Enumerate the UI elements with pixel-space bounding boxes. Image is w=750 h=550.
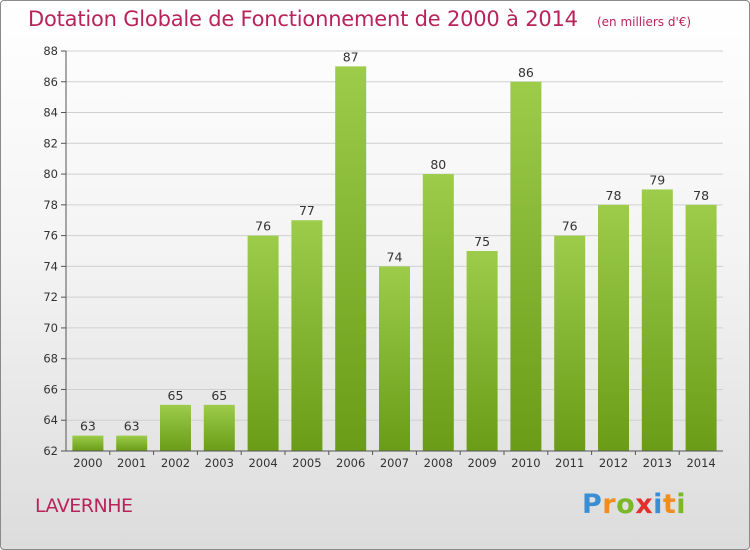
data-label: 63	[124, 419, 140, 434]
bars: 63 63 65 65 76 77 87 74 80 75 86 76 78 79 78	[72, 49, 717, 452]
y-tick-label: 86	[43, 75, 58, 89]
bar-2006	[335, 66, 367, 451]
y-tick-label: 82	[43, 136, 58, 150]
logo-letter: x	[635, 489, 654, 520]
bar-2013	[641, 189, 673, 451]
data-label: 80	[430, 157, 446, 172]
bar-2004	[247, 235, 279, 451]
x-tick-label: 2006	[336, 456, 365, 470]
logo-letter: P	[582, 489, 603, 520]
x-tick-label: 2002	[161, 456, 190, 470]
bar-2014	[685, 204, 717, 451]
bar-2001	[116, 435, 148, 451]
x-tick-label: 2012	[599, 456, 628, 470]
y-tick-label: 80	[43, 167, 58, 181]
logo-letter: i	[653, 489, 663, 520]
x-tick-label: 2007	[380, 456, 409, 470]
bar-2005	[291, 220, 323, 451]
bar-2010	[510, 81, 542, 452]
data-label: 86	[518, 65, 534, 80]
axes: 62 64 66 68 70 72 74 76 78 80 82 84 86 88 2000 2001 2002…	[43, 44, 723, 470]
x-tick-label: 2013	[643, 456, 672, 470]
data-label: 74	[387, 249, 403, 264]
data-label: 79	[649, 172, 665, 187]
data-label: 76	[255, 219, 271, 234]
x-tick-label: 2001	[117, 456, 146, 470]
bar-2012	[598, 204, 629, 451]
title-row: Dotation Globale de Fonctionnement de 20…	[28, 7, 691, 31]
y-tick-label: 88	[43, 44, 58, 58]
y-tick-label: 76	[43, 229, 58, 243]
y-tick-label: 78	[43, 198, 58, 212]
bar-2011	[554, 235, 586, 451]
y-tick-label: 72	[43, 290, 58, 304]
x-tick-label: 2004	[248, 456, 277, 470]
x-tick-label: 2008	[424, 456, 453, 470]
data-label: 63	[80, 419, 96, 434]
data-label: 76	[562, 219, 578, 234]
x-tick-label: 2003	[205, 456, 234, 470]
x-tick-label: 2011	[555, 456, 584, 470]
bar-2009	[466, 251, 498, 451]
data-label: 65	[168, 388, 184, 403]
chart-title: Dotation Globale de Fonctionnement de 20…	[28, 7, 578, 31]
bar-2003	[203, 404, 235, 451]
bar-2000	[72, 435, 104, 451]
y-tick-label: 70	[43, 321, 58, 335]
bar-2007	[379, 266, 410, 451]
y-tick-label: 84	[43, 106, 58, 120]
y-tick-label: 68	[43, 352, 58, 366]
logo-letter: o	[616, 489, 636, 520]
proxiti-logo: Proxiti	[582, 489, 686, 520]
x-tick-label: 2005	[292, 456, 321, 470]
data-label: 75	[474, 234, 490, 249]
y-tick-label: 66	[43, 382, 58, 396]
data-label: 87	[343, 49, 359, 64]
logo-letter: r	[602, 489, 617, 520]
x-tick-label: 2000	[73, 456, 102, 470]
y-tick-label: 62	[43, 444, 58, 458]
y-tick-label: 64	[43, 413, 58, 427]
chart-subtitle: (en milliers d'€)	[596, 15, 692, 29]
bar-2008	[422, 174, 454, 452]
data-label: 78	[693, 188, 709, 203]
x-tick-label: 2009	[467, 456, 496, 470]
bar-2002	[160, 404, 191, 451]
x-tick-label: 2014	[686, 456, 715, 470]
data-label: 65	[211, 388, 227, 403]
y-tick-label: 74	[43, 259, 58, 273]
data-label: 78	[606, 188, 622, 203]
logo-letter: t	[662, 489, 677, 520]
x-tick-label: 2010	[511, 456, 540, 470]
logo-letter: i	[676, 489, 687, 520]
commune-name: LAVERNHE	[35, 495, 133, 517]
data-label: 77	[299, 203, 315, 218]
